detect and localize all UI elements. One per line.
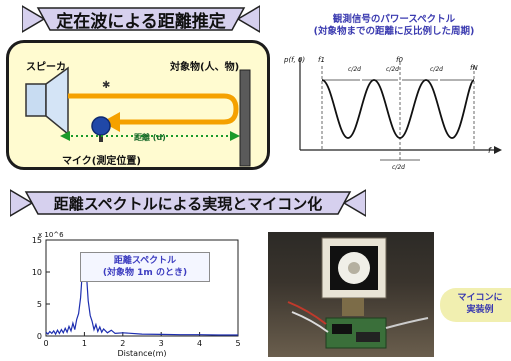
standing-wave-diagram: ✱: [25, 66, 251, 167]
spectrum-sine-curve: [321, 79, 475, 139]
spectrum-title-line2: (対象物までの距離に反比例した周期): [313, 26, 475, 37]
speaker-label: スピーカ: [26, 62, 66, 73]
fN-label: fN: [470, 64, 478, 72]
y-tick-label: 15: [32, 236, 42, 245]
x-tick-label: 0: [43, 339, 48, 348]
f0-label: f0: [396, 56, 403, 64]
distance-spectrum-chart: 0 5 10 15 0 1 2 3 4 5 x 10^6 Distance(m): [32, 231, 241, 357]
x-tick-label: 1: [82, 339, 87, 348]
orange-arrowhead: [102, 112, 120, 132]
object-label: 対象物(人、物): [170, 62, 240, 73]
spectrum-title: 観測信号のパワースペクトル (対象物までの距離に反比例した周期): [282, 14, 506, 38]
x-axis-label: Distance(m): [117, 349, 166, 357]
implementation-note-line2: 実装例: [466, 305, 494, 315]
top-banner-shape: [22, 5, 260, 33]
exponent-label: x 10^6: [38, 231, 64, 239]
x-tick-label: 2: [120, 339, 125, 348]
x-tick-label: 3: [159, 339, 164, 348]
microphone-icon: [91, 116, 111, 142]
distance-arrow: [60, 131, 240, 141]
object-wall: [239, 69, 251, 167]
mic-label: マイク(測定位置): [62, 156, 141, 167]
f1-label: f1: [318, 56, 325, 64]
top-banner-title: 定在波による距離推定: [56, 11, 226, 32]
period-label-1: c/2d: [348, 66, 361, 73]
distance-chart-title-line2: (対象物 1m のとき): [102, 268, 188, 278]
orange-wave-arrow: [68, 93, 239, 125]
speaker-icon: [25, 66, 69, 136]
x-tick-label: 5: [235, 339, 240, 348]
middle-banner-shape: [10, 189, 366, 217]
y-tick-label: 0: [37, 332, 42, 341]
y-tick-label: 10: [32, 268, 42, 277]
distance-chart-title: 距離スペクトル (対象物 1m のとき): [80, 252, 210, 282]
middle-banner: 距離スペクトルによる実現とマイコン化: [10, 188, 366, 218]
f-axis-label: f: [488, 146, 491, 155]
spectrum-y-label: p(f, 0): [284, 56, 306, 64]
x-tick-label: 4: [197, 339, 202, 348]
power-spectrum-plot: [299, 58, 502, 162]
period-label-3: c/2d: [430, 66, 443, 73]
distance-chart-title-line1: 距離スペクトル: [113, 256, 177, 266]
y-tick-label: 5: [37, 300, 42, 309]
microcontroller-illustration: [287, 237, 429, 349]
implementation-note-line1: マイコンに: [457, 293, 503, 303]
middle-banner-title: 距離スペクトルによる実現とマイコン化: [53, 194, 323, 213]
svg-text:✱: ✱: [102, 80, 110, 91]
microcontroller-photo: [268, 232, 434, 357]
implementation-note: マイコンに 実装例: [440, 288, 511, 322]
period-label-bottom: c/2d: [392, 164, 405, 171]
period-label-2: c/2d: [386, 66, 399, 73]
distance-label: 距離 (d): [134, 133, 166, 142]
top-banner: 定在波による距離推定: [22, 4, 260, 34]
spectrum-title-line1: 観測信号のパワースペクトル: [332, 14, 456, 25]
